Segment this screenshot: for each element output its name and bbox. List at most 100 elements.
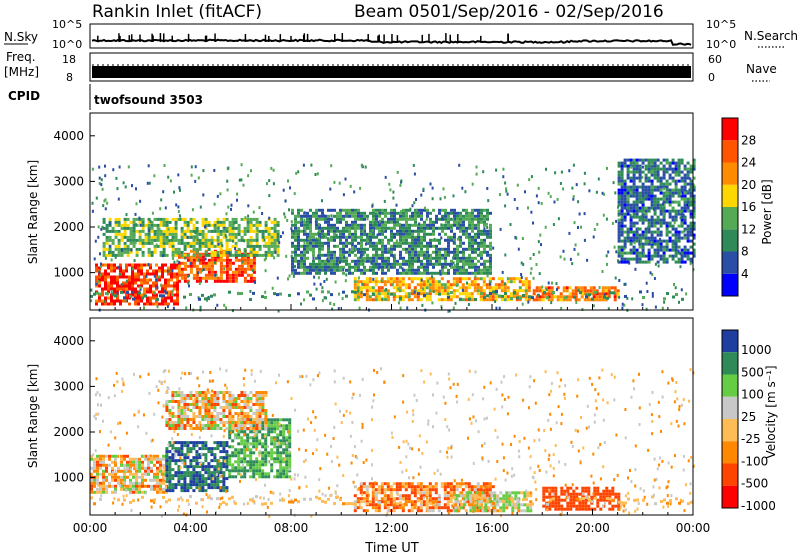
heatmap-cell [96,481,99,485]
heatmap-cell [407,286,411,290]
heatmap-cell [130,248,133,252]
heatmap-cell [176,299,179,303]
heatmap-cell [414,214,417,218]
heatmap-cell [632,176,636,180]
heatmap-cell [641,170,645,174]
heatmap-cell [204,250,208,254]
heatmap-cell [219,261,223,265]
heatmap-cell [134,287,137,291]
heatmap-cell [354,259,357,263]
heatmap-cell [650,173,654,177]
heatmap-cell [538,289,542,293]
heatmap-cell [111,241,115,245]
heatmap-cell [668,191,672,195]
heatmap-cell [288,208,290,212]
heatmap-cell [363,293,366,297]
heatmap-cell [258,253,262,257]
heatmap-cell [96,466,99,470]
heatmap-cell [161,263,164,267]
heatmap-cell [381,229,384,233]
heatmap-cell [273,223,277,227]
heatmap-cell [674,227,678,231]
heatmap-cell [243,229,247,233]
heatmap-cell [677,194,681,198]
heatmap-cell [297,259,300,263]
colorbar-segment [722,140,738,163]
heatmap-cell [374,295,378,299]
heatmap-cell [264,220,268,224]
heatmap-cell [471,259,474,263]
heatmap-cell [159,490,162,494]
heatmap-cell [545,167,547,171]
heatmap-cell [633,241,636,245]
heatmap-cell [632,248,636,252]
heatmap-cell [688,188,691,192]
heatmap-cell [162,472,165,476]
heatmap-cell [431,275,433,279]
heatmap-cell [414,247,417,251]
y-tick-label: 1000 [53,266,84,280]
heatmap-cell [204,441,208,445]
heatmap-cell [509,277,513,281]
heatmap-cell [488,282,491,286]
heatmap-cell [93,463,96,467]
heatmap-cell [138,469,141,473]
heatmap-cell [101,290,104,294]
heatmap-cell [167,302,170,306]
heatmap-cell [518,280,522,284]
heatmap-cell [683,176,687,180]
heatmap-cell [122,272,125,276]
heatmap-cell [337,307,340,311]
heatmap-cell [686,239,690,243]
heatmap-cell [656,233,660,237]
heatmap-cell [450,217,453,221]
heatmap-cell [411,244,414,248]
heatmap-cell [420,259,423,263]
heatmap-cell [315,271,318,275]
heatmap-cell [183,489,187,493]
heatmap-cell [120,232,124,236]
heatmap-cell [680,197,684,201]
heatmap-cell [104,275,107,279]
heatmap-cell [604,286,608,290]
heatmap-cell [219,276,223,280]
heatmap-cell [202,169,205,173]
heatmap-cell [450,259,453,263]
heatmap-cell [261,475,265,479]
heatmap-cell [378,238,381,242]
heatmap-cell [348,271,351,275]
heatmap-cell [237,460,241,464]
heatmap-cell [216,462,220,466]
heatmap-cell [102,232,106,236]
heatmap-cell [521,302,524,306]
heatmap-cell [344,279,347,283]
heatmap-cell [387,220,390,224]
heatmap-cell [147,484,150,488]
heatmap-cell [137,293,140,297]
heatmap-cell [452,256,455,260]
heatmap-cell [342,229,345,233]
heatmap-cell [461,277,465,281]
heatmap-cell [237,229,241,233]
heatmap-cell [300,223,303,227]
heatmap-cell [231,309,234,313]
heatmap-cell [216,253,220,257]
heatmap-cell [641,185,645,189]
heatmap-cell [440,298,444,302]
heatmap-cell [677,158,681,162]
heatmap-cell [638,170,642,174]
heatmap-cell [141,220,145,224]
heatmap-cell [204,465,208,469]
heatmap-cell [441,247,444,251]
heatmap-cell [276,223,280,227]
heatmap-cell [153,457,156,461]
heatmap-cell [336,226,339,230]
heatmap-cell [317,254,320,258]
heatmap-cell [246,445,250,449]
heatmap-cell [207,244,211,248]
heatmap-cell [617,254,621,258]
heatmap-cell [164,278,167,282]
heatmap-cell [465,256,468,260]
heatmap-cell [686,251,690,255]
heatmap-cell [150,469,153,473]
